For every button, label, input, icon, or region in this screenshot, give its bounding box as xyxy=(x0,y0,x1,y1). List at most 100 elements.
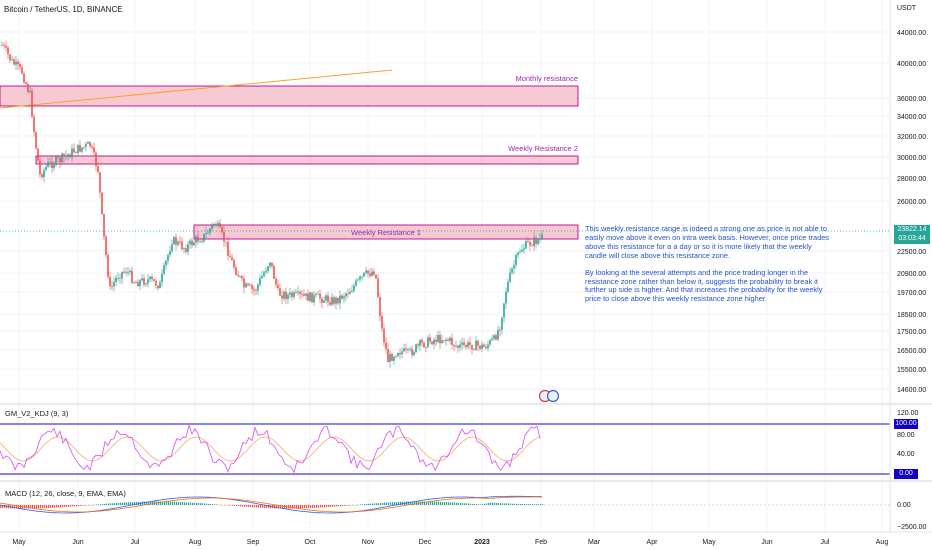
macd-histogram-bar xyxy=(188,502,190,505)
candle-body xyxy=(181,241,183,250)
candle-body xyxy=(283,291,285,299)
macd-histogram-bar xyxy=(50,505,52,508)
macd-histogram-bar xyxy=(536,504,538,505)
time-axis-label: Dec xyxy=(419,539,432,546)
macd-histogram-bar xyxy=(324,505,326,508)
candle-body xyxy=(75,152,77,154)
macd-indicator-label[interactable]: MACD (12, 26, close, 9, EMA, EMA) xyxy=(5,489,126,498)
analysis-note[interactable]: This weekly resistance range is indeed a… xyxy=(585,224,830,312)
resistance-zones[interactable]: Monthly resistance Weekly Resistance 2 W… xyxy=(0,74,579,240)
candle-body xyxy=(343,296,345,299)
macd-histogram-bar xyxy=(252,505,254,508)
trendline[interactable] xyxy=(0,69,393,109)
macd-histogram-bar xyxy=(198,503,200,505)
macd-histogram-bar xyxy=(542,504,544,505)
candle-body xyxy=(323,300,325,303)
candle-body xyxy=(39,160,41,175)
candle-body xyxy=(459,344,461,348)
candle-body xyxy=(299,291,301,295)
event-flag-icon[interactable] xyxy=(546,389,560,403)
macd-histogram-bar xyxy=(114,503,116,505)
candle-body xyxy=(135,282,137,283)
macd-histogram-bar xyxy=(336,505,338,507)
candle-body xyxy=(487,344,489,349)
event-icons[interactable] xyxy=(538,389,560,403)
macd-histogram-bar xyxy=(386,502,388,505)
price-axis-label: 30000.00 xyxy=(897,155,926,162)
candle-body xyxy=(261,276,263,279)
candle-body xyxy=(335,297,337,304)
candle-body xyxy=(359,276,361,280)
candle-body xyxy=(31,90,33,117)
macd-histogram-bar xyxy=(282,505,284,509)
time-axis-label: Nov xyxy=(362,539,375,546)
candle-body xyxy=(37,148,39,161)
candle-body xyxy=(401,351,403,355)
candle-body xyxy=(351,290,353,292)
candle-body xyxy=(369,273,371,276)
candle-body xyxy=(197,236,199,242)
kdj-axis-label: 40.00 xyxy=(897,451,915,458)
time-axis-label: May xyxy=(702,539,716,546)
macd-histogram-bar xyxy=(310,505,312,509)
candle-body xyxy=(99,172,101,193)
macd-histogram-bar xyxy=(450,502,452,505)
price-axis-label: 15500.00 xyxy=(897,367,926,374)
candle-body xyxy=(439,335,441,344)
weekly-resistance-2-zone[interactable] xyxy=(35,155,579,165)
candle-body xyxy=(83,146,85,148)
candle-body xyxy=(353,285,355,291)
candle-body xyxy=(523,248,525,251)
candle-body xyxy=(489,340,491,345)
macd-histogram-bar xyxy=(412,501,414,505)
candle-body xyxy=(143,278,145,285)
candle-body xyxy=(141,278,143,281)
macd-histogram-bar xyxy=(538,504,540,505)
candle-body xyxy=(169,251,171,255)
time-axis-label: 2023 xyxy=(474,539,490,546)
candle-body xyxy=(247,283,249,285)
macd-histogram-bar xyxy=(246,505,248,507)
weekly-resistance-1-zone[interactable] xyxy=(193,224,579,240)
kdj-indicator xyxy=(0,423,890,475)
indicator-axis[interactable]: 120.00 80.00 40.00 0.00 −2500.00 xyxy=(897,410,926,531)
candle-body xyxy=(81,147,83,152)
macd-histogram-bar xyxy=(422,501,424,505)
candle-body xyxy=(321,298,323,303)
analysis-paragraph-1: This weekly resistance range is indeed a… xyxy=(585,224,830,260)
time-axis-label: Jun xyxy=(72,539,83,546)
symbol-title[interactable]: Bitcoin / TetherUS, 1D, BINANCE xyxy=(4,5,123,14)
candle-body xyxy=(433,339,435,345)
macd-histogram-bar xyxy=(176,501,178,505)
macd-histogram-bar xyxy=(314,505,316,508)
macd-histogram-bar xyxy=(40,505,42,509)
candle-body xyxy=(297,291,299,293)
candle-body xyxy=(101,192,103,214)
macd-histogram-bar xyxy=(268,505,270,509)
candle-body xyxy=(11,59,13,61)
candle-body xyxy=(419,340,421,346)
monthly-resistance-zone[interactable] xyxy=(0,85,579,107)
macd-histogram-bar xyxy=(440,501,442,505)
macd-histogram-bar xyxy=(124,502,126,505)
macd-histogram-bar xyxy=(482,504,484,505)
macd-histogram-bar xyxy=(442,501,444,505)
time-axis-label: Oct xyxy=(305,539,316,546)
candle-body xyxy=(535,237,537,244)
candle-body xyxy=(239,276,241,277)
macd-histogram-bar xyxy=(490,502,492,505)
price-axis[interactable]: 44000.00 40000.00 36000.00 34000.00 32000.00… xyxy=(897,30,926,394)
macd-histogram-bar xyxy=(508,503,510,505)
macd-histogram-bar xyxy=(308,505,310,509)
candle-body xyxy=(125,271,127,273)
macd-histogram-bar xyxy=(70,505,72,507)
macd-histogram-bar xyxy=(206,503,208,505)
macd-histogram-bar xyxy=(338,505,340,507)
time-axis[interactable]: May Jun Jul Aug Sep Oct Nov Dec 2023 Feb Mar Apr May… xyxy=(12,539,888,546)
macd-histogram-bar xyxy=(160,501,162,505)
candle-body xyxy=(131,270,133,283)
candle-body xyxy=(273,266,275,279)
kdj-indicator-label[interactable]: GM_V2_KDJ (9, 3) xyxy=(5,409,69,418)
candle-body xyxy=(263,272,265,277)
